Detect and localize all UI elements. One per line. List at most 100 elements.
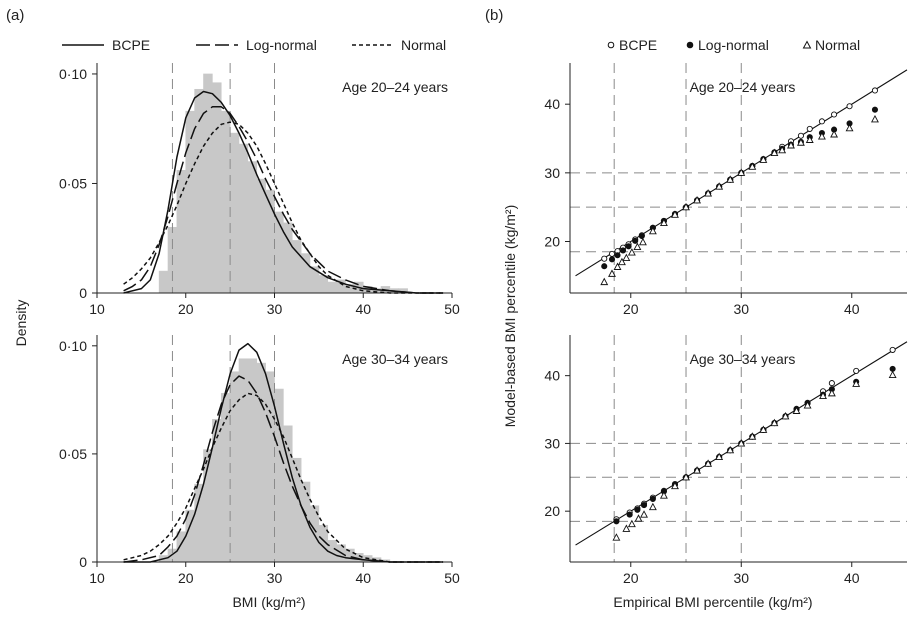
point-b-top-normal-8 — [648, 226, 657, 235]
legend-b: BCPE Log-normal Normal — [607, 37, 860, 53]
point-b-top-bcpe-23 — [818, 118, 825, 125]
point-b-bottom-normal-13 — [737, 439, 746, 447]
point-b-top-log-normal-3 — [619, 247, 627, 254]
x-tick-label-a-bottom-4: 50 — [444, 570, 460, 586]
y-tick-label-b-top-1: 30 — [544, 165, 560, 181]
point-b-top-normal-0 — [600, 277, 609, 286]
point-b-top-normal-27 — [871, 114, 879, 123]
point-b-top-normal-19 — [770, 148, 779, 156]
point-b-top-normal-10 — [671, 210, 679, 218]
point-b-top-log-normal-4 — [625, 243, 632, 250]
hist-bar-a-top-6 — [212, 82, 222, 294]
point-b-top-normal-2 — [613, 262, 622, 270]
point-b-bottom-bcpe-22 — [889, 346, 896, 353]
point-b-bottom-log-normal-3 — [640, 502, 648, 509]
x-tick-label-a-bottom-1: 20 — [178, 570, 194, 586]
point-b-top-normal-14 — [715, 182, 724, 190]
curve-a-bottom-log-normal — [123, 375, 444, 563]
point-b-bottom-log-normal-1 — [626, 511, 633, 518]
x-tick-label-b-top-2: 40 — [844, 301, 860, 317]
legend-a: BCPE Log-normal Normal — [62, 37, 446, 53]
legend-a-normal-label: Normal — [401, 37, 446, 53]
point-b-top-log-normal-0 — [601, 263, 608, 270]
hist-bar-a-bottom-15 — [291, 457, 302, 563]
y-tick-label-b-bottom-2: 40 — [544, 368, 560, 384]
x-tick-label-b-bottom-0: 20 — [623, 570, 639, 586]
point-b-bottom-normal-9 — [693, 466, 702, 474]
point-b-top-bcpe-24 — [831, 111, 838, 118]
legend-b-normal-marker — [802, 40, 812, 49]
panel-a-ylabel: Density — [13, 300, 29, 347]
panel-a-bottom: 10 20 30 40 50 0 0·05 0·10 Age 30–34 years — [59, 335, 460, 586]
x-tick-label-a-top-3: 40 — [355, 301, 371, 317]
point-b-bottom-normal-19 — [803, 401, 812, 409]
point-b-top-log-normal-26 — [871, 106, 879, 113]
legend-b-bcpe-label: BCPE — [619, 37, 657, 53]
point-b-top-normal-21 — [787, 141, 795, 149]
point-b-top-normal-12 — [693, 195, 702, 204]
point-b-top-normal-6 — [633, 242, 642, 251]
legend-a-bcpe-label: BCPE — [112, 37, 150, 53]
point-b-top-normal-26 — [845, 123, 854, 132]
point-b-top-normal-7 — [638, 237, 647, 246]
point-b-bottom-normal-4 — [640, 510, 648, 518]
hist-bar-a-top-7 — [220, 110, 231, 294]
point-b-top-normal-24 — [817, 132, 826, 140]
point-b-top-normal-25 — [830, 130, 839, 138]
point-b-top-log-normal-2 — [614, 252, 621, 259]
annotation-b-bottom: Age 30–34 years — [690, 351, 796, 367]
point-b-bottom-normal-5 — [648, 502, 657, 511]
hist-bar-a-top-3 — [185, 110, 195, 294]
point-b-bottom-normal-2 — [627, 519, 636, 528]
point-b-top-normal-3 — [617, 257, 626, 266]
point-b-top-normal-11 — [682, 202, 690, 211]
point-b-bottom-log-normal-0 — [613, 518, 620, 525]
point-b-top-normal-23 — [805, 135, 814, 143]
panel-a-xlabel: BMI (kg/m²) — [232, 594, 305, 610]
point-b-bottom-bcpe-20 — [828, 380, 835, 387]
point-b-bottom-log-normal-2 — [634, 506, 641, 513]
point-b-bottom-normal-0 — [612, 533, 621, 541]
panel-a-label: (a) — [6, 7, 24, 24]
point-b-bottom-normal-12 — [726, 445, 735, 454]
point-b-bottom-normal-11 — [715, 452, 724, 461]
point-b-top-log-normal-1 — [608, 256, 616, 263]
point-b-top-log-normal-5 — [632, 237, 639, 244]
x-tick-label-a-bottom-0: 10 — [89, 570, 105, 586]
point-b-bottom-normal-18 — [792, 406, 801, 414]
x-tick-label-a-bottom-2: 30 — [267, 570, 283, 586]
legend-a-lognormal-label: Log-normal — [246, 37, 317, 53]
point-b-top-bcpe-0 — [601, 255, 608, 262]
curve-a-top-normal — [123, 121, 444, 294]
hist-bar-a-top-18 — [318, 275, 329, 294]
y-tick-label-b-bottom-0: 20 — [544, 503, 560, 519]
curve-a-bottom-normal — [123, 392, 444, 563]
hist-bar-a-top-10 — [247, 161, 258, 294]
x-tick-label-b-bottom-1: 30 — [733, 570, 749, 586]
point-b-bottom-normal-6 — [659, 491, 668, 499]
point-b-top-normal-18 — [759, 155, 768, 163]
y-tick-label-b-bottom-1: 30 — [544, 435, 560, 451]
legend-b-lognormal-marker — [686, 41, 694, 49]
curve-a-bottom-bcpe — [123, 342, 444, 563]
point-b-bottom-normal-21 — [827, 388, 836, 397]
y-tick-label-a-top-0: 0 — [79, 285, 87, 301]
point-b-bottom-normal-8 — [682, 472, 690, 481]
panel-b-ylabel: Model-based BMI percentile (kg/m²) — [502, 205, 518, 428]
panel-b-bottom: 20 20 30 30 40 40 Age 30–34 years — [544, 335, 908, 586]
x-tick-label-b-bottom-2: 40 — [844, 570, 860, 586]
x-tick-label-b-top-0: 20 — [623, 301, 639, 317]
hist-bar-a-top-5 — [203, 73, 213, 294]
legend-b-bcpe-marker — [607, 41, 615, 49]
point-b-top-normal-15 — [726, 175, 735, 183]
point-b-top-normal-5 — [627, 248, 636, 256]
annotation-a-bottom: Age 30–34 years — [342, 351, 448, 367]
annotation-b-top: Age 20–24 years — [690, 79, 796, 95]
point-b-top-normal-20 — [778, 145, 787, 154]
point-b-bottom-normal-15 — [759, 425, 768, 433]
x-tick-label-a-top-2: 30 — [267, 301, 283, 317]
y-tick-label-a-top-1: 0·05 — [59, 175, 87, 191]
point-b-bottom-normal-23 — [888, 370, 897, 379]
point-b-top-normal-22 — [796, 138, 805, 146]
x-tick-label-b-top-1: 30 — [733, 301, 749, 317]
